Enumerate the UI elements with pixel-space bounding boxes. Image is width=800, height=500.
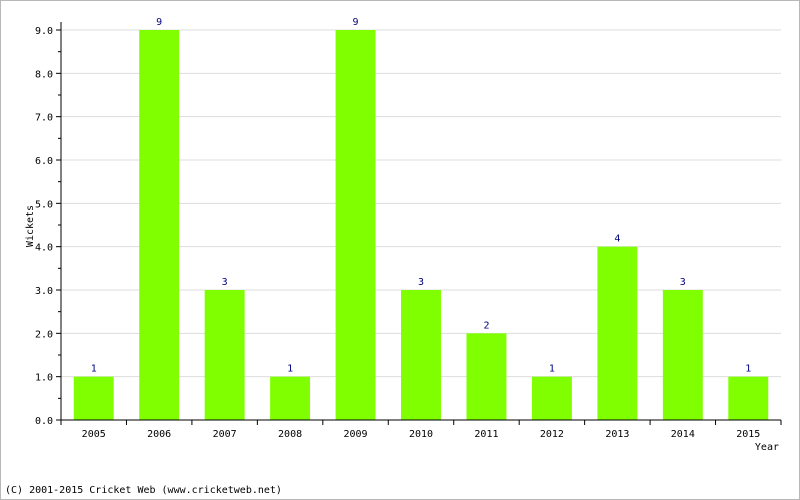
bars — [73, 30, 769, 420]
bar-2008 — [270, 376, 311, 420]
x-tick-label: 2015 — [736, 429, 760, 440]
y-tick-label: 7.0 — [35, 113, 53, 124]
bar-2005 — [73, 376, 114, 420]
x-tick-label: 2012 — [540, 429, 564, 440]
y-tick-label: 5.0 — [35, 199, 53, 210]
x-axis-title: Year — [755, 442, 779, 453]
axes — [60, 22, 781, 421]
x-tick-label: 2005 — [82, 429, 106, 440]
y-tick-label: 9.0 — [35, 26, 53, 37]
y-tick-label: 8.0 — [35, 69, 53, 80]
bar-2009 — [335, 30, 376, 420]
x-tick-label: 2011 — [474, 429, 498, 440]
x-tick-label: 2013 — [605, 429, 629, 440]
y-tick-label: 1.0 — [35, 373, 53, 384]
x-tick-label: 2009 — [343, 429, 367, 440]
data-label: 3 — [222, 277, 228, 288]
bar-2007 — [204, 290, 245, 420]
data-label: 9 — [156, 17, 162, 28]
data-label: 2 — [483, 320, 489, 331]
bar-2013 — [597, 246, 638, 420]
x-tick-label: 2010 — [409, 429, 433, 440]
data-label: 1 — [91, 364, 97, 375]
bar-2012 — [531, 376, 572, 420]
data-label: 9 — [353, 17, 359, 28]
data-label: 1 — [549, 364, 555, 375]
data-labels: 1 9 3 1 9 3 2 1 4 3 1 — [91, 17, 752, 375]
x-tick-label: 2007 — [213, 429, 237, 440]
y-tick-label: 2.0 — [35, 329, 53, 340]
data-label: 1 — [287, 364, 293, 375]
data-label: 4 — [614, 234, 620, 245]
data-label: 1 — [745, 364, 751, 375]
data-label: 3 — [680, 277, 686, 288]
copyright-notice: (C) 2001-2015 Cricket Web (www.cricketwe… — [5, 485, 282, 496]
x-tick-label: 2008 — [278, 429, 302, 440]
y-tick-label: 3.0 — [35, 286, 53, 297]
y-tick-label: 0.0 — [35, 416, 53, 427]
bar-2015 — [728, 376, 769, 420]
y-tick-label: 6.0 — [35, 156, 53, 167]
x-ticks: 2005 2006 2007 2008 2009 2010 2011 2012 2013 2014… — [60, 420, 782, 440]
bar-2014 — [662, 290, 703, 420]
data-label: 3 — [418, 277, 424, 288]
bar-2006 — [139, 30, 180, 420]
x-tick-label: 2006 — [147, 429, 171, 440]
gridlines — [61, 29, 781, 378]
y-ticks: 0.0 1.0 2.0 3.0 4.0 5.0 6.0 7.0 8.0 9.0 — [35, 26, 61, 427]
y-axis-title: Wickets — [25, 205, 36, 247]
bar-2010 — [401, 290, 441, 420]
y-tick-label: 4.0 — [35, 243, 53, 254]
bar-2011 — [466, 333, 507, 420]
x-tick-label: 2014 — [671, 429, 695, 440]
